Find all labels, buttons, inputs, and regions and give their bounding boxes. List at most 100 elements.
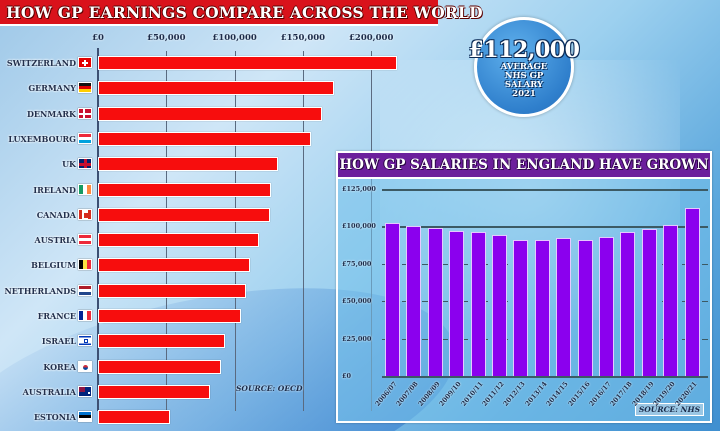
salary-bar xyxy=(599,236,614,376)
salary-bar xyxy=(385,223,400,376)
salary-bar xyxy=(449,230,465,376)
country-row: NETHERLANDS xyxy=(0,283,440,299)
source-nhs: SOURCE: NHS xyxy=(634,403,704,416)
flag-switzerland-icon xyxy=(78,57,92,68)
gridline xyxy=(382,376,708,378)
country-label: NETHERLANDS xyxy=(4,285,76,296)
flag-australia-icon xyxy=(78,385,92,397)
x-axis-tick-label: £200,000 xyxy=(349,33,394,43)
country-row: CANADA xyxy=(0,207,440,223)
flag-germany-icon xyxy=(78,82,92,94)
salary-bar xyxy=(684,208,700,376)
salary-bar xyxy=(641,229,657,376)
country-row: UK xyxy=(0,156,440,172)
flag-france-icon xyxy=(78,310,92,321)
salary-bar xyxy=(556,238,572,376)
country-label: AUSTRIA xyxy=(34,235,76,246)
gridline xyxy=(166,51,168,411)
flag-luxembourg-icon xyxy=(78,132,92,144)
flag-denmark-icon xyxy=(78,107,92,119)
salary-bar xyxy=(663,224,679,376)
earnings-bar xyxy=(98,157,279,172)
earnings-bar xyxy=(98,258,250,273)
country-label: ESTONIA xyxy=(33,412,76,423)
earnings-bar xyxy=(98,384,210,399)
y-axis-tick-label: £25,000 xyxy=(342,334,372,343)
flag-ireland-icon xyxy=(78,183,92,195)
salary-bar xyxy=(492,235,507,376)
flag-korea-icon xyxy=(78,360,92,372)
average-salary-caption-line: 2021 xyxy=(512,89,536,99)
y-axis-tick-label: £75,000 xyxy=(342,259,372,268)
country-label: LUXEMBOURG xyxy=(8,133,76,144)
x-axis-tick-label: £150,000 xyxy=(280,33,326,43)
earnings-bar xyxy=(98,81,335,96)
earnings-bar xyxy=(98,309,242,323)
flag-israel-icon xyxy=(78,335,92,347)
earnings-bar xyxy=(98,334,226,349)
salary-bar xyxy=(577,239,593,376)
y-axis-tick-label: £125,000 xyxy=(342,185,376,193)
source-oecd: SOURCE: OECD xyxy=(236,384,303,393)
country-label: UK xyxy=(62,159,76,170)
x-axis-tick-label: £50,000 xyxy=(147,33,186,43)
earnings-bar xyxy=(98,131,312,146)
country-label: AUSTRALIA xyxy=(22,386,76,397)
country-row: LUXEMBOURG xyxy=(0,131,440,147)
country-row: IRELAND xyxy=(0,182,440,198)
title-banner: HOW GP EARNINGS COMPARE ACROSS THE WORLD xyxy=(0,0,483,26)
salary-bar xyxy=(470,232,486,376)
country-label: CANADA xyxy=(36,209,76,220)
country-row: FRANCE xyxy=(0,308,440,324)
country-row: GERMANY xyxy=(0,80,440,96)
gridline xyxy=(382,226,708,229)
england-chart-title: HOW GP SALARIES IN ENGLAND HAVE GROWN xyxy=(339,157,709,173)
salary-bar xyxy=(427,227,443,376)
flag-estonia-icon xyxy=(78,411,92,423)
earnings-bar xyxy=(98,410,171,425)
flag-netherlands-icon xyxy=(78,284,92,296)
country-row: DENMARK xyxy=(0,106,440,122)
england-salary-chart: HOW GP SALARIES IN ENGLAND HAVE GROWN SO… xyxy=(336,151,712,423)
country-label: ISRAEL xyxy=(41,336,76,347)
average-salary-caption-line: AVERAGE xyxy=(500,62,548,72)
country-row: ESTONIA xyxy=(0,409,440,425)
salary-bar xyxy=(513,239,529,376)
salary-bar xyxy=(620,232,636,376)
flag-uk-icon xyxy=(78,158,92,170)
x-axis-tick-label: £100,000 xyxy=(212,33,257,43)
salary-bar xyxy=(534,239,550,376)
country-label: SWITZERLAND xyxy=(6,58,76,68)
average-salary-caption-line: NHS GP xyxy=(504,71,544,81)
average-salary-amount: £112,000 xyxy=(468,37,580,63)
country-row: ISRAEL xyxy=(0,333,440,349)
earnings-bar xyxy=(98,106,323,121)
x-axis-tick-label: £0 xyxy=(92,33,104,43)
country-row: AUSTRIA xyxy=(0,232,440,248)
flag-canada-icon xyxy=(78,208,92,220)
country-label: BELGIUM xyxy=(31,260,76,271)
country-row: AUSTRALIA xyxy=(0,384,440,400)
earnings-bar xyxy=(98,207,271,222)
earnings-bar xyxy=(98,359,221,374)
country-row: KOREA xyxy=(0,359,440,375)
earnings-bar xyxy=(98,56,398,70)
y-axis-tick-label: £50,000 xyxy=(342,297,372,306)
country-label: KOREA xyxy=(43,361,76,372)
average-salary-caption-line: SALARY xyxy=(504,80,544,90)
country-row: SWITZERLAND xyxy=(0,55,440,71)
country-label: FRANCE xyxy=(37,311,76,321)
country-label: IRELAND xyxy=(33,184,76,195)
earnings-bar xyxy=(98,182,272,197)
england-chart-header: HOW GP SALARIES IN ENGLAND HAVE GROWN xyxy=(338,153,710,179)
country-label: DENMARK xyxy=(26,108,76,119)
gridline xyxy=(302,51,304,411)
country-label: GERMANY xyxy=(28,83,76,94)
country-row: BELGIUM xyxy=(0,257,440,273)
flag-belgium-icon xyxy=(78,259,92,271)
y-axis-tick-label: £100,000 xyxy=(342,222,376,231)
country-earnings-chart: £0 £50,000 £100,000 £150,000 £200,000 SWITZER… xyxy=(0,28,440,431)
earnings-bar xyxy=(98,283,246,298)
earnings-bar xyxy=(98,233,260,248)
gridline xyxy=(382,189,708,191)
